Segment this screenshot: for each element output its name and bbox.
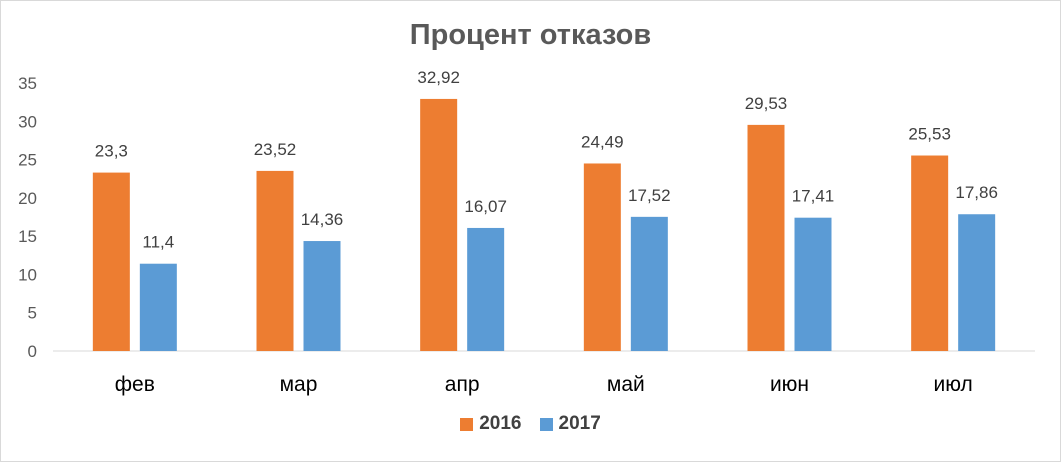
- bar-2017-июн: [795, 218, 832, 351]
- data-label-2017-мар: 14,36: [301, 210, 344, 229]
- x-category-label: июн: [770, 373, 809, 396]
- bar-2017-мар: [304, 241, 341, 351]
- bar-2016-фев: [93, 173, 130, 351]
- x-category-label: мар: [280, 373, 318, 396]
- legend-label-2016: 2016: [479, 413, 521, 435]
- y-tick-label: 30: [18, 112, 37, 131]
- data-label-2016-фев: 23,3: [95, 142, 128, 161]
- x-category-label: фев: [115, 373, 155, 396]
- legend-label-2017: 2017: [559, 413, 601, 435]
- data-label-2016-апр: 32,92: [417, 68, 460, 87]
- bar-2016-май: [584, 163, 621, 351]
- legend-swatch-2016: [460, 418, 473, 431]
- legend-swatch-2017: [540, 418, 553, 431]
- data-label-2017-июн: 17,41: [792, 187, 835, 206]
- data-label-2016-май: 24,49: [581, 132, 624, 151]
- chart-legend: 2016 2017: [1, 413, 1060, 435]
- data-label-2017-июл: 17,86: [955, 183, 998, 202]
- x-category-label: май: [607, 373, 645, 396]
- data-label-2016-мар: 23,52: [254, 140, 297, 159]
- bar-2016-мар: [257, 171, 294, 351]
- bar-2017-июл: [958, 214, 995, 351]
- y-tick-label: 10: [18, 265, 37, 284]
- y-tick-label: 0: [28, 342, 37, 361]
- data-label-2016-июн: 29,53: [745, 94, 788, 113]
- bar-2017-апр: [467, 228, 504, 351]
- y-tick-label: 35: [18, 74, 37, 93]
- data-label-2017-фев: 11,4: [142, 233, 174, 252]
- y-tick-label: 20: [18, 189, 37, 208]
- y-tick-label: 25: [18, 151, 37, 170]
- bar-2017-фев: [140, 264, 177, 351]
- data-label-2017-май: 17,52: [628, 186, 671, 205]
- data-label-2017-апр: 16,07: [464, 197, 507, 216]
- data-label-2016-июл: 25,53: [908, 125, 951, 144]
- y-tick-label: 5: [28, 304, 37, 323]
- bar-2016-июл: [911, 156, 948, 351]
- bar-2017-май: [631, 217, 668, 351]
- x-category-label: июл: [934, 373, 973, 396]
- y-tick-label: 15: [18, 227, 37, 246]
- legend-item-2016: 2016: [460, 413, 521, 435]
- x-category-label: апр: [445, 373, 480, 396]
- bar-2016-апр: [420, 99, 457, 351]
- legend-item-2017: 2017: [540, 413, 601, 435]
- bar-2016-июн: [748, 125, 785, 351]
